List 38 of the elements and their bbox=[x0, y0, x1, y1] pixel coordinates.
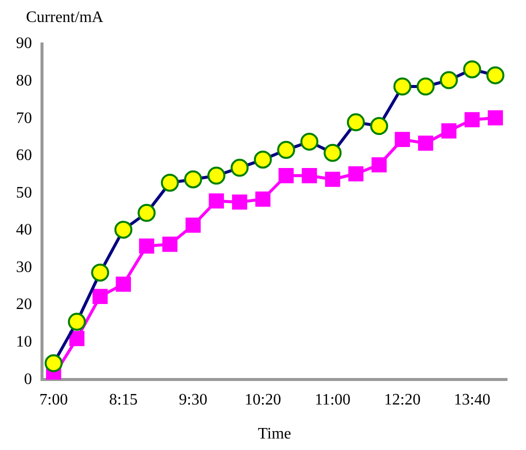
point bbox=[325, 172, 340, 187]
point bbox=[372, 157, 387, 172]
point bbox=[69, 331, 84, 346]
y-tick-label: 60 bbox=[16, 147, 32, 164]
x-tick-label: 10:20 bbox=[244, 391, 282, 408]
y-axis-title: Current/mA bbox=[26, 9, 104, 26]
y-tick-label: 10 bbox=[16, 334, 32, 351]
x-tick-label: 8:15 bbox=[109, 391, 138, 408]
x-tick-label: 9:30 bbox=[178, 391, 208, 408]
point bbox=[278, 168, 294, 184]
y-tick-label: 50 bbox=[16, 184, 32, 202]
y-tick-label: 0 bbox=[24, 370, 32, 388]
point bbox=[418, 136, 434, 151]
point bbox=[488, 110, 503, 126]
y-tick-label: 40 bbox=[16, 222, 32, 239]
y-tick-label: 20 bbox=[16, 296, 32, 314]
point bbox=[232, 194, 248, 210]
x-tick-label: 13:40 bbox=[454, 391, 490, 408]
y-tick-label: 30 bbox=[16, 258, 32, 276]
point bbox=[348, 166, 364, 182]
y-tick-label: 70 bbox=[16, 110, 32, 127]
x-tick-label: 11:00 bbox=[314, 391, 351, 408]
point bbox=[186, 218, 201, 233]
y-tick-label: 90 bbox=[16, 35, 32, 52]
point bbox=[302, 168, 317, 184]
point bbox=[394, 132, 410, 148]
point bbox=[162, 236, 178, 252]
point bbox=[464, 112, 480, 128]
point bbox=[208, 193, 224, 209]
point bbox=[92, 288, 108, 304]
point bbox=[116, 276, 131, 292]
y-tick-label: 80 bbox=[16, 72, 32, 90]
x-axis-title: Time bbox=[258, 426, 292, 443]
x-tick-label: 7:00 bbox=[39, 391, 68, 408]
point bbox=[255, 192, 270, 207]
x-tick-label: 12:20 bbox=[384, 391, 421, 408]
point bbox=[139, 238, 154, 254]
point bbox=[441, 123, 456, 138]
